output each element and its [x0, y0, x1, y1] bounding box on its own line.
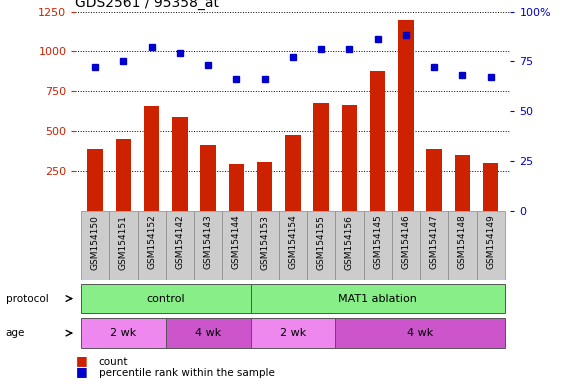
- Text: GSM154151: GSM154151: [119, 215, 128, 270]
- Text: GSM154153: GSM154153: [260, 215, 269, 270]
- Text: GSM154154: GSM154154: [288, 215, 298, 270]
- Bar: [109, 211, 137, 280]
- Text: GSM154148: GSM154148: [458, 215, 467, 270]
- Text: GSM154155: GSM154155: [317, 215, 325, 270]
- Bar: [81, 318, 166, 348]
- Text: GSM154142: GSM154142: [175, 215, 184, 269]
- Text: age: age: [6, 328, 25, 338]
- Bar: [81, 211, 109, 280]
- Text: GDS2561 / 95358_at: GDS2561 / 95358_at: [75, 0, 219, 10]
- Text: MAT1 ablation: MAT1 ablation: [338, 293, 417, 304]
- Bar: [144, 106, 160, 211]
- Bar: [392, 211, 420, 280]
- Bar: [257, 162, 273, 211]
- Bar: [279, 211, 307, 280]
- Bar: [313, 103, 329, 211]
- Text: percentile rank within the sample: percentile rank within the sample: [99, 368, 274, 378]
- Text: GSM154152: GSM154152: [147, 215, 156, 270]
- Bar: [251, 318, 335, 348]
- Bar: [251, 211, 279, 280]
- Bar: [335, 211, 364, 280]
- Bar: [448, 211, 477, 280]
- Bar: [364, 211, 392, 280]
- Bar: [194, 211, 222, 280]
- Text: 4 wk: 4 wk: [195, 328, 222, 338]
- Text: GSM154156: GSM154156: [345, 215, 354, 270]
- Bar: [88, 149, 103, 211]
- Bar: [251, 284, 505, 313]
- Text: GSM154146: GSM154146: [401, 215, 411, 270]
- Bar: [166, 211, 194, 280]
- Text: GSM154143: GSM154143: [204, 215, 213, 270]
- Bar: [81, 284, 251, 313]
- Bar: [222, 211, 251, 280]
- Text: GSM154144: GSM154144: [232, 215, 241, 269]
- Bar: [342, 105, 357, 211]
- Text: 2 wk: 2 wk: [280, 328, 306, 338]
- Bar: [201, 145, 216, 211]
- Bar: [115, 139, 131, 211]
- Text: ■: ■: [75, 354, 87, 367]
- Bar: [285, 134, 300, 211]
- Text: count: count: [99, 357, 128, 367]
- Text: ■: ■: [75, 365, 87, 378]
- Bar: [307, 211, 335, 280]
- Bar: [477, 211, 505, 280]
- Bar: [335, 318, 505, 348]
- Text: GSM154149: GSM154149: [486, 215, 495, 270]
- Bar: [426, 149, 442, 211]
- Bar: [420, 211, 448, 280]
- Text: GSM154150: GSM154150: [90, 215, 100, 270]
- Bar: [166, 318, 251, 348]
- Text: GSM154147: GSM154147: [430, 215, 438, 270]
- Text: protocol: protocol: [6, 293, 49, 304]
- Bar: [172, 117, 188, 211]
- Bar: [398, 20, 414, 211]
- Bar: [229, 164, 244, 211]
- Bar: [370, 71, 385, 211]
- Text: control: control: [147, 293, 185, 304]
- Bar: [455, 155, 470, 211]
- Text: GSM154145: GSM154145: [373, 215, 382, 270]
- Bar: [137, 211, 166, 280]
- Text: 4 wk: 4 wk: [407, 328, 433, 338]
- Bar: [483, 163, 498, 211]
- Text: 2 wk: 2 wk: [110, 328, 136, 338]
